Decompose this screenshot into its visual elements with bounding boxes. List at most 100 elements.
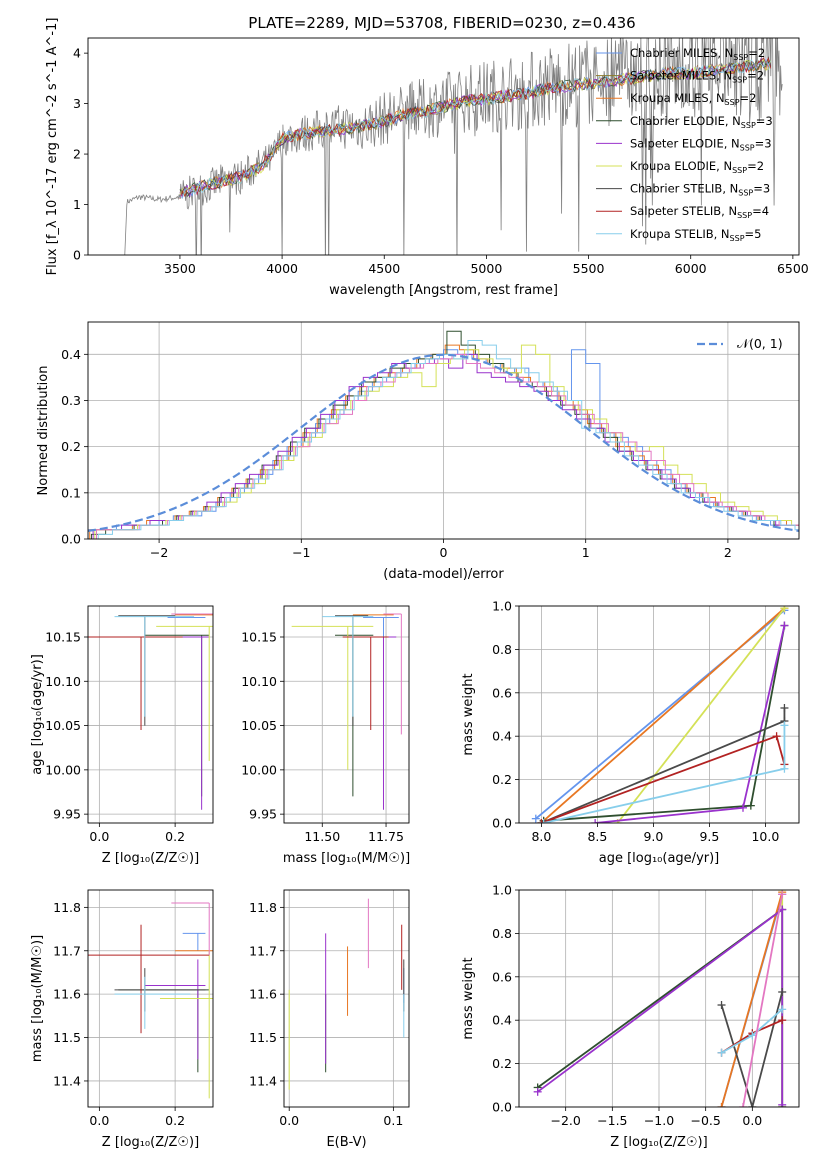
tick-label-x: −1.5 — [597, 1113, 627, 1128]
weight-line-4 — [537, 907, 784, 1105]
tick-label-x: −2.0 — [550, 1113, 580, 1128]
legend-label: Kroupa STELIB, NSSP=5 — [630, 227, 761, 243]
tick-label-y: 10.15 — [241, 630, 277, 645]
histogram-1 — [89, 344, 799, 539]
legend-label: Salpeter STELIB, NSSP=4 — [630, 204, 769, 220]
y-axis-label: Normed distribution — [36, 366, 51, 496]
histogram-2 — [90, 330, 799, 539]
tick-label-y: 0 — [73, 248, 81, 263]
histogram-4 — [94, 344, 799, 539]
tick-label-x: 5000 — [470, 261, 502, 276]
tick-label-x: 0.1 — [383, 1113, 403, 1128]
plot-area — [291, 613, 402, 810]
weight-line-5 — [720, 991, 784, 1107]
axes-frame — [87, 889, 214, 1108]
legend-label: Salpeter MILES, NSSP=2 — [630, 69, 764, 85]
axes-frame — [518, 889, 800, 1108]
tick-label-y: 9.95 — [249, 807, 277, 822]
tick-label-y: 4 — [73, 46, 81, 61]
tick-label-y: 0.3 — [61, 393, 81, 408]
weight-line-8 — [742, 894, 784, 1107]
weight-line-2 — [616, 607, 786, 823]
tick-label-y: 1 — [73, 197, 81, 212]
x-axis-label: E(B-V) — [326, 1135, 366, 1150]
model-line-2 — [179, 59, 772, 192]
tick-label-x: 9.5 — [699, 829, 719, 844]
tick-label-y: 10.00 — [241, 762, 277, 777]
legend-label: Kroupa ELODIE, NSSP=2 — [630, 159, 764, 175]
tick-label-y: 0.2 — [492, 1056, 512, 1071]
tick-label-y: 11.4 — [249, 1073, 277, 1088]
tick-label-y: 0.8 — [492, 926, 512, 941]
legend-label: Kroupa MILES, NSSP=2 — [630, 91, 756, 107]
axes-frame — [283, 605, 410, 824]
tick-label-x: −1 — [292, 545, 310, 560]
plot-area — [88, 902, 213, 1099]
tick-label-x: 5500 — [573, 261, 605, 276]
tick-label-x: −0.5 — [690, 1113, 720, 1128]
tick-label-x: 0.0 — [742, 1113, 762, 1128]
tick-label-y: 10.00 — [45, 762, 81, 777]
weight-line-3 — [537, 907, 784, 1107]
histogram-6 — [97, 339, 799, 539]
panel-mass_vs_Z: 0.0 0.2 11.4 11.5 11.6 11.7 11.8 Z [log₁₀(Z/Z☉)… — [30, 889, 214, 1150]
tick-label-y: 11.5 — [53, 1030, 81, 1045]
legend-label: Chabrier MILES, NSSP=2 — [630, 46, 765, 62]
tick-label-y: 0.6 — [492, 969, 512, 984]
plot-area — [531, 606, 789, 823]
tick-label-y: 11.5 — [249, 1030, 277, 1045]
tick-label-y: 0.0 — [492, 1100, 512, 1115]
tick-label-y: 10.15 — [45, 630, 81, 645]
tick-label-y: 0.2 — [61, 439, 81, 454]
tick-label-y: 10.05 — [45, 718, 81, 733]
y-axis-label: mass weight — [461, 673, 476, 755]
axes-frame — [87, 37, 800, 256]
tick-label-y: 11.6 — [249, 987, 277, 1002]
tick-label-x: 11.75 — [368, 829, 404, 844]
x-axis-label: mass [log₁₀(M/M☉)] — [283, 851, 410, 866]
tick-label-y: 0.8 — [492, 642, 512, 657]
tick-label-x: 0.0 — [279, 1113, 299, 1128]
y-axis-label: mass [log₁₀(M/M☉)] — [30, 935, 45, 1062]
y-axis-label: age [log₁₀(age/yr)] — [30, 654, 45, 775]
weight-line-1 — [543, 607, 786, 822]
tick-label-x: 6000 — [675, 261, 707, 276]
tick-label-y: 0.0 — [492, 816, 512, 831]
panel-weight_vs_age: 8.0 8.5 9.0 9.5 10.0 0.0 0.2 0.4 0.6 0.8 1.0 age [l… — [461, 599, 800, 866]
x-axis-label: age [log₁₀(age/yr)] — [599, 851, 720, 866]
panel-spectrum: 3500 4000 4500 5000 5500 6000 6500 0 1 2 3 4 Chabrie… — [45, 18, 809, 298]
tick-label-y: 11.8 — [53, 900, 81, 915]
tick-label-x: −2 — [150, 545, 168, 560]
tick-label-y: 10.05 — [241, 718, 277, 733]
spectrum-data-line — [124, 38, 783, 255]
x-axis-label: Z [log₁₀(Z/Z☉)] — [610, 1135, 707, 1150]
tick-label-x: 8.5 — [587, 829, 607, 844]
tick-label-y: 1.0 — [492, 883, 512, 898]
tick-label-y: 11.8 — [249, 900, 277, 915]
tick-label-y: 11.4 — [53, 1073, 81, 1088]
tick-label-x: 0.0 — [89, 1113, 109, 1128]
model-line-7 — [179, 57, 772, 200]
tick-label-y: 11.7 — [249, 943, 277, 958]
tick-label-y: 0.4 — [492, 729, 512, 744]
tick-label-x: 0.2 — [165, 1113, 185, 1128]
plot-area — [88, 330, 799, 539]
tick-label-y: 0.0 — [61, 532, 81, 547]
panel-age_vs_Z: 0.0 0.2 9.95 10.00 10.05 10.10 10.15 Z [log₁₀(Z… — [30, 605, 214, 866]
tick-label-x: 3500 — [164, 261, 196, 276]
tick-label-x: 4500 — [368, 261, 400, 276]
weight-line-1 — [720, 891, 784, 1107]
tick-label-y: 1.0 — [492, 599, 512, 614]
tick-label-y: 9.95 — [53, 807, 81, 822]
tick-label-x: 0.2 — [165, 829, 185, 844]
panel-residuals: −2 −1 0 1 2 0.0 0.1 0.2 0.3 0.4 𝒩(0, 1) (data-model… — [36, 321, 800, 582]
tick-label-x: 11.50 — [304, 829, 340, 844]
axes-frame — [283, 889, 410, 1108]
legend-label: Chabrier STELIB, NSSP=3 — [630, 182, 770, 198]
plot-area — [124, 38, 783, 255]
panel-age_vs_mass: 11.50 11.75 9.95 10.00 10.05 10.10 10.15 mass [… — [241, 605, 410, 866]
tick-label-y: 11.6 — [53, 987, 81, 1002]
axes-frame — [87, 605, 214, 824]
tick-label-y: 11.7 — [53, 943, 81, 958]
